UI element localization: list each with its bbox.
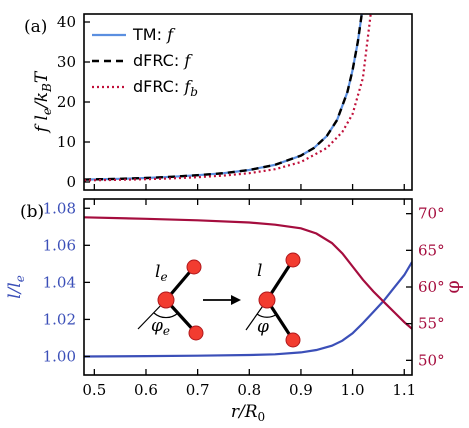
series-line-dotted [84,14,372,182]
bead [188,325,204,341]
ytick-label-right: 70° [418,205,445,223]
panel-a-legend: TM: f dFRC: f dFRC: fb [92,25,198,99]
inset-label-l: l [257,261,262,281]
xtick-label: 0.7 [186,381,210,399]
ytick-label-right: 65° [418,241,445,259]
xtick-label: 1.1 [392,381,416,399]
ytick-label-left: 1.08 [43,199,76,217]
panel-b-xlabel: r/R0 [231,402,265,424]
ytick-label-right: 55° [418,315,445,333]
ytick-label-left: 1.06 [43,236,76,254]
series-line-solid [84,14,363,181]
panel-b-frame [83,198,413,376]
legend-entry: dFRC: fb [133,77,198,99]
panel-b-ylabel-right: φ [442,280,464,293]
panel-b-ylabel-left: l/le [5,275,27,299]
bead [258,291,276,309]
legend-entry: dFRC: f [133,51,193,70]
ytick-label-left: 1.00 [43,347,76,365]
xtick-label: 0.6 [134,381,158,399]
molecule-equilibrium: le φe [137,259,204,341]
ytick-label-left: 1.02 [43,310,76,328]
ytick-label-left: 1.04 [43,273,76,291]
inset-label-phie: φe [151,316,170,338]
xtick-label: 0.5 [82,381,106,399]
ytick-label: 30 [57,53,76,71]
panel-b: 1.00 1.02 1.04 1.06 1.08 50° 55° 60° 65° 70° 0.5… [5,198,464,424]
series-line-left [84,261,412,358]
ytick-label: 20 [57,93,76,111]
panel-b-label: (b) [20,202,44,222]
series-line-dashed [84,14,363,181]
xtick-label: 0.8 [237,381,261,399]
xtick-label: 0.9 [289,381,313,399]
inset-diagram: le φe l φ [137,252,301,348]
angle-arc [256,313,278,318]
bead [157,291,175,309]
molecule-stretched: l φ [245,252,301,348]
ytick-label: 0 [66,173,76,191]
ytick-label-right: 50° [418,351,445,369]
series-line-right [84,216,412,330]
ytick-label-right: 60° [418,278,445,296]
panel-a-label: (a) [24,17,47,37]
xtick-label: 1.0 [341,381,365,399]
bead [285,332,301,348]
panel-a-ylabel: f le/kBT [32,70,54,134]
inset-label-le: le [155,262,168,284]
arrow-icon [203,295,241,305]
angle-arc-e [153,312,179,319]
inset-label-phi: φ [257,317,269,337]
ytick-label: 40 [57,13,76,31]
legend-entry: TM: f [132,25,176,44]
bead [285,252,301,268]
panel-a: 0 10 20 30 40 (a) f le/kBT TM: f dFRC: f dFRC:… [24,13,413,191]
ytick-label: 10 [57,133,76,151]
bead [186,259,202,275]
